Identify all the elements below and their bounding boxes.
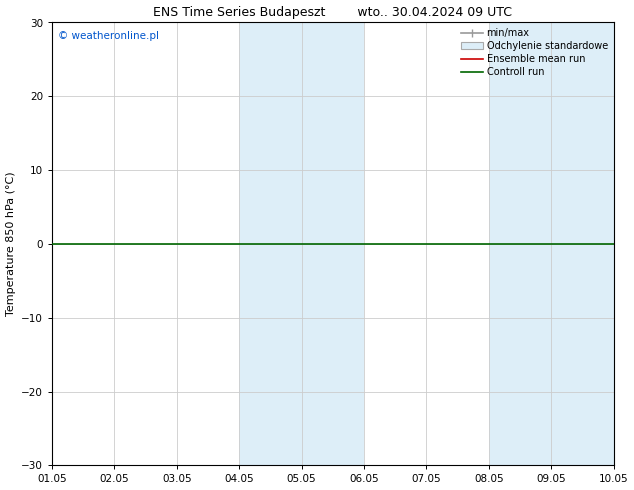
- Bar: [302, 23, 364, 466]
- Title: ENS Time Series Budapeszt        wto.. 30.04.2024 09 UTC: ENS Time Series Budapeszt wto.. 30.04.20…: [153, 5, 512, 19]
- Y-axis label: Temperature 850 hPa (°C): Temperature 850 hPa (°C): [6, 172, 16, 316]
- Bar: [239, 23, 302, 466]
- Text: © weatheronline.pl: © weatheronline.pl: [58, 31, 158, 41]
- Bar: [489, 23, 551, 466]
- Legend: min/max, Odchylenie standardowe, Ensemble mean run, Controll run: min/max, Odchylenie standardowe, Ensembl…: [457, 24, 612, 81]
- Bar: [551, 23, 614, 466]
